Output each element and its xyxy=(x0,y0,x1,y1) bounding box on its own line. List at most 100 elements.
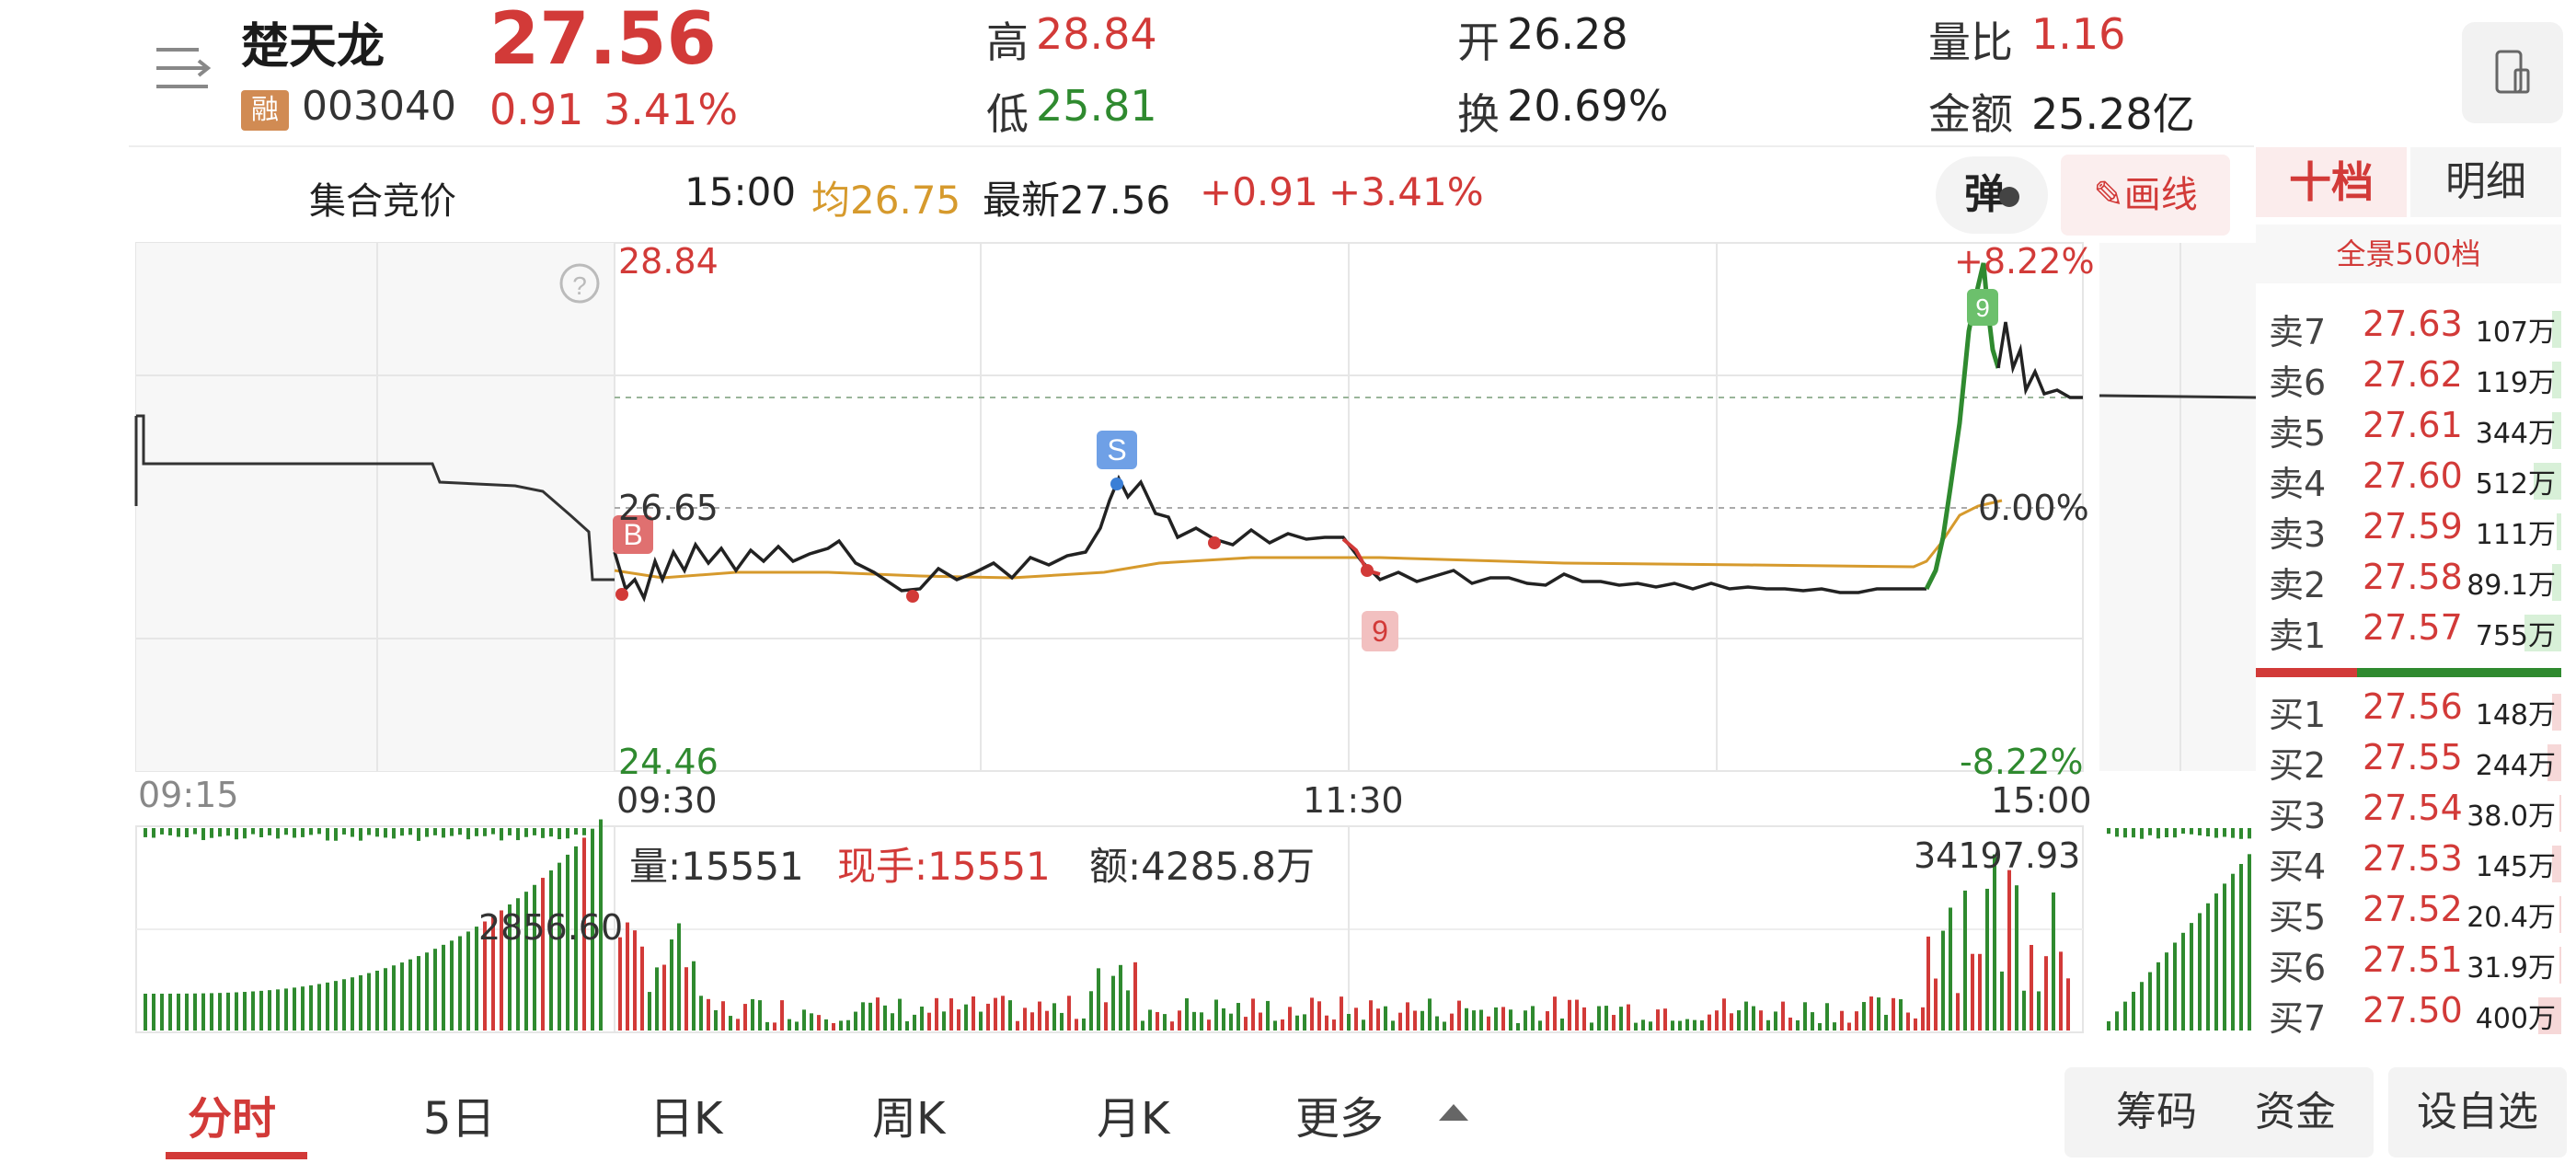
phone-icon[interactable] xyxy=(2462,22,2563,123)
volume-bar xyxy=(599,819,603,1031)
time-open-label: 09:30 xyxy=(616,780,718,821)
ask-row-3[interactable]: 卖3 27.59 111万 xyxy=(2263,506,2561,556)
amount-value: 25.28亿 xyxy=(2031,89,2195,139)
help-icon[interactable]: ? xyxy=(572,271,587,300)
volume-bar xyxy=(309,985,313,1031)
danmu-button[interactable]: 弹 xyxy=(1936,156,2048,234)
volume-bar xyxy=(1104,1002,1108,1031)
time-close-label: 15:00 xyxy=(1991,780,2092,821)
volume-bar xyxy=(2173,942,2177,1031)
ask-row-6[interactable]: 卖6 27.62 119万 xyxy=(2263,354,2561,404)
volume-bar xyxy=(1963,890,1967,1031)
bid-label: 买6 xyxy=(2269,948,2327,988)
tab-daily-k[interactable]: 日K xyxy=(650,1093,723,1145)
volume-bar xyxy=(832,1022,835,1031)
volume-bar xyxy=(2066,978,2070,1031)
tab-intraday[interactable]: 分时 xyxy=(188,1093,277,1145)
volume-bar xyxy=(1141,1020,1144,1031)
bid-volume: 20.4万 xyxy=(2467,902,2556,934)
volume-bar xyxy=(301,828,305,837)
bid-volume: 38.0万 xyxy=(2467,800,2556,833)
volume-bar xyxy=(1524,1010,1527,1031)
volume-bar xyxy=(1376,1008,1380,1031)
open-value: 26.28 xyxy=(1507,9,1628,59)
volume-bar xyxy=(648,992,651,1031)
bid-row-4[interactable]: 买4 27.53 145万 xyxy=(2263,838,2561,888)
volume-bar xyxy=(2214,828,2218,838)
volume-bar xyxy=(251,828,255,835)
tab-more[interactable]: 更多 xyxy=(1295,1093,1385,1145)
volume-bar xyxy=(433,828,437,835)
volume-bar xyxy=(1303,1014,1306,1031)
sell-marker: S xyxy=(1107,433,1126,466)
volume-bar xyxy=(839,1020,843,1031)
volume-bar xyxy=(1236,1003,1240,1031)
add-watchlist-button[interactable]: 设自选 xyxy=(2388,1067,2567,1157)
volume-bar xyxy=(618,937,622,1031)
volume-bar xyxy=(2165,828,2168,837)
volume-bar xyxy=(566,828,569,839)
bid-row-5[interactable]: 买5 27.52 20.4万 xyxy=(2263,889,2561,938)
tab-ten-levels[interactable]: 十档 xyxy=(2256,147,2407,217)
volume-bar xyxy=(1288,1007,1292,1031)
volume-bar xyxy=(626,922,629,1031)
volume-bar xyxy=(259,828,263,837)
volume-bar xyxy=(1590,1022,1593,1031)
volume-bar xyxy=(1941,930,1945,1031)
volume-bar xyxy=(574,846,578,1031)
tab-weekly-k[interactable]: 周K xyxy=(872,1093,946,1145)
volume-bar xyxy=(1737,1010,1741,1031)
ask-price: 27.60 xyxy=(2363,455,2463,496)
volume-bar xyxy=(1369,1000,1373,1031)
volume-bar xyxy=(1847,1022,1851,1031)
volume-bar xyxy=(524,828,528,837)
ask-row-2[interactable]: 卖2 27.58 89.1万 xyxy=(2263,557,2561,606)
ask-price: 27.62 xyxy=(2363,354,2463,395)
volume-bar xyxy=(1949,907,1952,1031)
volume-bar xyxy=(235,828,238,840)
ask-volume-bar xyxy=(2552,311,2561,348)
ask-row-1[interactable]: 卖1 27.57 755万 xyxy=(2263,607,2561,657)
volume-bar xyxy=(2239,828,2243,839)
caret-up-icon[interactable] xyxy=(1439,1104,1468,1121)
volume-bar xyxy=(1634,1022,1638,1031)
volume-bar xyxy=(458,828,462,835)
volume-bar xyxy=(846,1019,850,1031)
volume-bar xyxy=(1038,1001,1041,1031)
danmu-label: 弹 xyxy=(1964,171,2005,218)
ask-row-4[interactable]: 卖4 27.60 512万 xyxy=(2263,455,2561,505)
volume-bar xyxy=(1708,1014,1711,1031)
tab-5day[interactable]: 5日 xyxy=(423,1093,496,1145)
bid-row-2[interactable]: 买2 27.55 244万 xyxy=(2263,737,2561,787)
volume-bar xyxy=(1921,1007,1925,1031)
volume-bar xyxy=(351,828,354,837)
volume-bar xyxy=(1089,991,1093,1031)
bid-row-3[interactable]: 买3 27.54 38.0万 xyxy=(2263,788,2561,837)
volume-bar xyxy=(384,968,387,1031)
tab-detail[interactable]: 明细 xyxy=(2410,147,2561,217)
volume-bar xyxy=(400,828,404,836)
bid-label: 买7 xyxy=(2269,998,2327,1039)
volume-bar xyxy=(1693,1019,1696,1031)
volume-bar xyxy=(802,1009,806,1031)
bid-row-6[interactable]: 买6 27.51 31.9万 xyxy=(2263,939,2561,989)
funds-button[interactable]: 资金 xyxy=(2217,1067,2374,1157)
bid-row-7[interactable]: 买7 27.50 400万 xyxy=(2263,990,2561,1040)
volume-bar xyxy=(1892,997,1895,1031)
full-depth-button[interactable]: 全景500档 xyxy=(2256,225,2561,283)
volume-bar xyxy=(1023,1008,1027,1031)
ask-row-5[interactable]: 卖5 27.61 344万 xyxy=(2263,405,2561,455)
tab-monthly-k[interactable]: 月K xyxy=(1097,1093,1170,1145)
menu-icon[interactable] xyxy=(155,40,212,98)
volume-bar xyxy=(986,1003,990,1031)
intraday-chart[interactable]: B S 9 9 ? xyxy=(0,0,2263,1049)
draw-line-button[interactable]: ✎画线 xyxy=(2061,155,2230,236)
volume-bar xyxy=(400,962,404,1031)
bid-row-1[interactable]: 买1 27.56 148万 xyxy=(2263,686,2561,736)
volume-bar xyxy=(868,1002,872,1031)
ask-row-7[interactable]: 卖7 27.63 107万 xyxy=(2263,304,2561,353)
volume-bar xyxy=(891,1013,894,1031)
volume-bar xyxy=(854,1011,857,1031)
volume-bar xyxy=(2206,903,2210,1031)
ask-volume-bar xyxy=(2524,615,2561,651)
